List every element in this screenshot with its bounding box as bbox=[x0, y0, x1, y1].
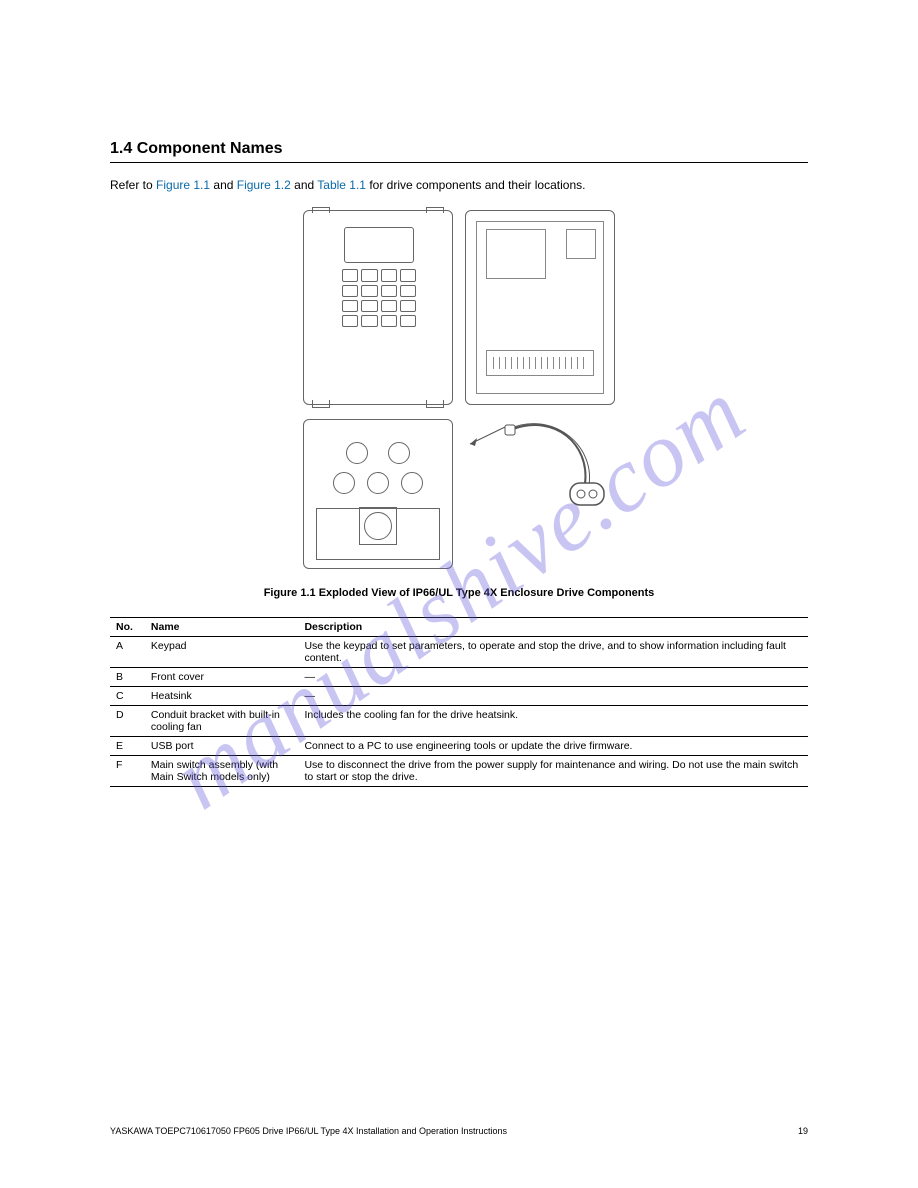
table-row: D Conduit bracket with built-in cooling … bbox=[110, 706, 808, 737]
table-row: F Main switch assembly (with Main Switch… bbox=[110, 756, 808, 787]
gland-icon bbox=[388, 442, 410, 464]
table-cell: Main switch assembly (with Main Switch m… bbox=[145, 756, 299, 787]
gland-icon bbox=[401, 472, 423, 494]
intro-text-2: and bbox=[213, 178, 236, 192]
table-cell: Keypad bbox=[145, 637, 299, 668]
gland-icon bbox=[333, 472, 355, 494]
table-cell: A bbox=[110, 637, 145, 668]
table-header: Description bbox=[298, 618, 808, 637]
intro-paragraph: Refer to Figure 1.1 and Figure 1.2 and T… bbox=[110, 177, 808, 194]
table-cell: USB port bbox=[145, 737, 299, 756]
keypad-buttons-icon bbox=[342, 269, 416, 327]
intro-text-1: Refer to bbox=[110, 178, 156, 192]
table-cell: Use to disconnect the drive from the pow… bbox=[298, 756, 808, 787]
link-figure-1-1[interactable]: Figure 1.1 bbox=[156, 178, 210, 192]
usb-cable-diagram bbox=[465, 419, 615, 539]
heading-rule bbox=[110, 162, 808, 163]
table-cell: Use the keypad to set parameters, to ope… bbox=[298, 637, 808, 668]
section-heading: 1.4 Component Names bbox=[110, 140, 808, 158]
table-header: Name bbox=[145, 618, 299, 637]
table-row: A Keypad Use the keypad to set parameter… bbox=[110, 637, 808, 668]
keypad-display-icon bbox=[344, 227, 414, 263]
table-cell: Includes the cooling fan for the drive h… bbox=[298, 706, 808, 737]
link-table-1-1[interactable]: Table 1.1 bbox=[317, 178, 366, 192]
drive-bottom-view-diagram bbox=[303, 419, 453, 569]
table-cell: Connect to a PC to use engineering tools… bbox=[298, 737, 808, 756]
table-row: C Heatsink — bbox=[110, 687, 808, 706]
table-cell: F bbox=[110, 756, 145, 787]
table-cell: — bbox=[298, 668, 808, 687]
components-table: No. Name Description A Keypad Use the ke… bbox=[110, 617, 808, 787]
drive-front-view-diagram bbox=[303, 210, 453, 405]
gland-icon bbox=[346, 442, 368, 464]
footer-doc-title: YASKAWA TOEPC710617050 FP605 Drive IP66/… bbox=[110, 1126, 507, 1136]
intro-text-4: for drive components and their locations… bbox=[369, 178, 585, 192]
fan-icon bbox=[359, 507, 397, 545]
page-content: 1.4 Component Names Refer to Figure 1.1 … bbox=[0, 0, 918, 1188]
figure-row-top bbox=[303, 210, 615, 405]
figure-group: Figure 1.1 Exploded View of IP66/UL Type… bbox=[110, 210, 808, 599]
table-cell: — bbox=[298, 687, 808, 706]
figure-row-bottom bbox=[303, 419, 615, 569]
figure-caption: Figure 1.1 Exploded View of IP66/UL Type… bbox=[264, 587, 655, 599]
drive-open-view-diagram bbox=[465, 210, 615, 405]
table-row: E USB port Connect to a PC to use engine… bbox=[110, 737, 808, 756]
table-cell: Heatsink bbox=[145, 687, 299, 706]
table-header: No. bbox=[110, 618, 145, 637]
intro-text-3: and bbox=[294, 178, 317, 192]
table-cell: E bbox=[110, 737, 145, 756]
table-cell: D bbox=[110, 706, 145, 737]
gland-icon bbox=[367, 472, 389, 494]
table-cell: Conduit bracket with built-in cooling fa… bbox=[145, 706, 299, 737]
table-cell: B bbox=[110, 668, 145, 687]
table-cell: Front cover bbox=[145, 668, 299, 687]
link-figure-1-2[interactable]: Figure 1.2 bbox=[237, 178, 291, 192]
table-cell: C bbox=[110, 687, 145, 706]
table-row: B Front cover — bbox=[110, 668, 808, 687]
footer-page-number: 19 bbox=[798, 1126, 808, 1136]
page-footer: YASKAWA TOEPC710617050 FP605 Drive IP66/… bbox=[110, 1126, 808, 1136]
table-header-row: No. Name Description bbox=[110, 618, 808, 637]
